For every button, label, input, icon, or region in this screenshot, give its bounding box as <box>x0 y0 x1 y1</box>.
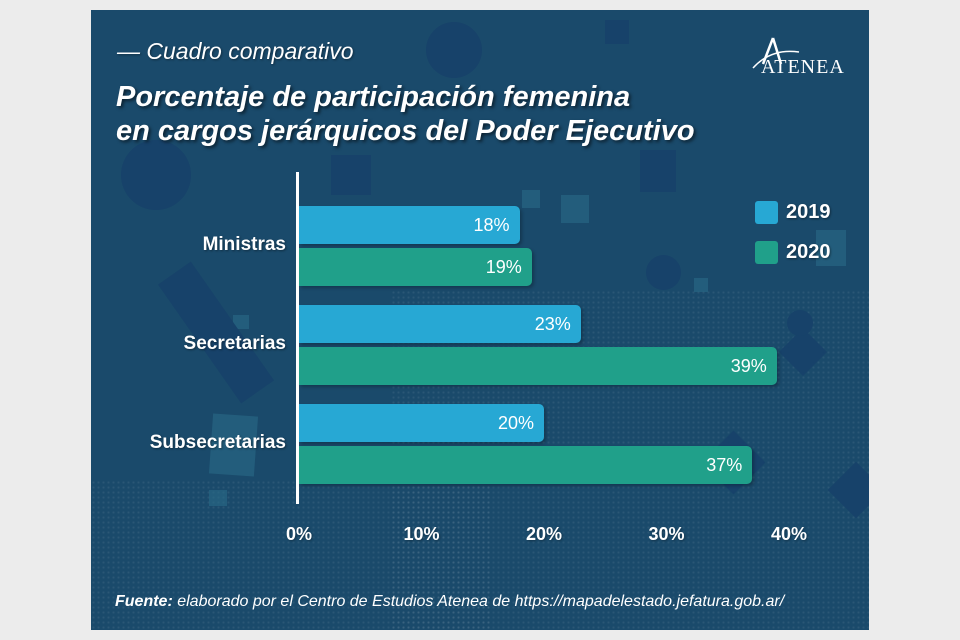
deco-square <box>605 20 629 44</box>
category-label-secretarias: Secretarias <box>183 333 286 354</box>
chart-title: Porcentaje de participación femenina en … <box>116 80 695 148</box>
deco-circle <box>646 255 681 290</box>
bar-subsecretarias-2020 <box>299 446 753 484</box>
deco-square <box>331 155 371 195</box>
bar-secretarias-2020 <box>299 347 777 385</box>
deco-grid-icon <box>209 490 227 506</box>
bar-chart: Ministras Secretarias Subsecretarias 18% 19… <box>91 10 869 630</box>
source-note: Fuente: elaborado por el Centro de Estud… <box>115 593 784 611</box>
chart-title-line-1: Porcentaje de participación femenina <box>116 81 631 113</box>
logo-a-icon <box>752 37 800 69</box>
deco-square <box>816 230 846 266</box>
legend-swatch-2019 <box>755 200 778 224</box>
source-text: elaborado por el Centro de Estudios Aten… <box>172 593 785 610</box>
x-tick-label: 30% <box>648 524 685 544</box>
source-label: Fuente: <box>115 593 173 610</box>
bar-ministras-2020 <box>299 248 532 286</box>
legend-swatch-2020 <box>755 240 778 264</box>
x-tick-label: 40% <box>770 524 808 544</box>
chart-subtitle: — Cuadro comparativo <box>117 38 354 64</box>
logo-text: ATENEA <box>761 56 845 78</box>
y-axis-line <box>296 172 299 504</box>
bar-value-label: 23% <box>534 314 571 334</box>
bar-subsecretarias-2019 <box>299 404 544 442</box>
bar-value-label: 37% <box>706 455 743 475</box>
legend-label-2019: 2019 <box>786 200 831 223</box>
bar-ministras-2019 <box>299 206 520 244</box>
x-tick-label: 0% <box>285 524 312 544</box>
chart-title-line-2: en cargos jerárquicos del Poder Ejecutiv… <box>116 115 695 147</box>
deco-square <box>694 278 708 292</box>
deco-circle <box>426 22 482 78</box>
deco-square <box>561 195 589 223</box>
deco-circle <box>121 140 191 210</box>
bar-value-label: 18% <box>473 215 510 235</box>
x-tick-label: 10% <box>403 524 440 544</box>
deco-square <box>522 190 540 208</box>
category-label-ministras: Ministras <box>202 234 286 255</box>
bar-secretarias-2019 <box>299 305 581 343</box>
bar-value-label: 19% <box>485 257 522 277</box>
infographic-card: — Cuadro comparativo Porcentaje de parti… <box>91 10 869 630</box>
legend-item-2019: 2019 <box>755 199 831 225</box>
atenea-logo: ATENEA <box>751 30 851 90</box>
legend-label-2020: 2020 <box>786 240 831 263</box>
bar-value-label: 39% <box>730 356 767 376</box>
dot-pattern <box>91 480 491 630</box>
deco-circle <box>787 310 813 336</box>
category-label-subsecretarias: Subsecretarias <box>149 432 286 453</box>
deco-square <box>640 150 676 192</box>
deco-square <box>233 315 249 329</box>
legend-item-2020: 2020 <box>755 239 831 265</box>
bar-value-label: 20% <box>497 413 534 433</box>
x-tick-label: 20% <box>525 524 563 544</box>
